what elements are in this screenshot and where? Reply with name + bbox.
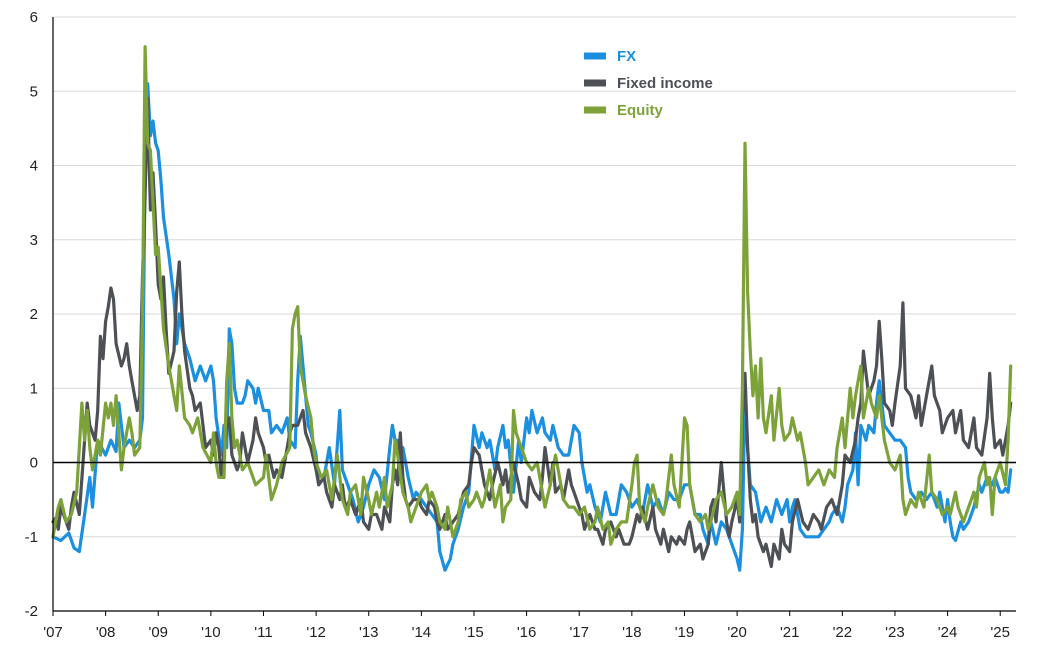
y-tick-label: 5 [30, 83, 38, 100]
x-tick-label: '07 [43, 624, 63, 641]
x-tick-label: '24 [938, 624, 958, 641]
y-tick-label: 4 [30, 158, 38, 175]
x-tick-label: '11 [254, 624, 272, 641]
y-tick-label: 6 [30, 9, 38, 26]
x-tick-label: '12 [306, 624, 326, 641]
x-tick-label: '20 [727, 624, 747, 641]
x-tick-label: '10 [201, 624, 221, 641]
y-tick-label: -1 [25, 529, 38, 546]
x-tick-label: '15 [464, 624, 484, 641]
series-lines [51, 45, 1013, 572]
y-tick-label: 0 [30, 455, 38, 472]
x-tick-label: '14 [412, 624, 432, 641]
x-tick-label: '19 [675, 624, 695, 641]
x-tick-label: '23 [885, 624, 905, 641]
y-tick-label: 2 [30, 306, 38, 323]
axes: -2 -1 0 1 2 3 4 5 6 '07 '08 '09 '10 '11 '12 '13 '14 '15 '1… [25, 9, 1016, 641]
series-line-fixed-income [51, 97, 1013, 569]
legend-label: Equity [617, 102, 663, 119]
x-tick-label: '21 [780, 624, 800, 641]
gridlines [53, 16, 1016, 612]
x-tick-label: '13 [359, 624, 379, 641]
x-tick-label: '08 [96, 624, 116, 641]
x-tick-label: '25 [990, 624, 1010, 641]
x-tick-label: '16 [517, 624, 537, 641]
y-tick-label: -2 [25, 603, 38, 620]
y-tick-label: 3 [30, 232, 38, 249]
y-tick-label: 1 [30, 380, 38, 397]
legend: FX Fixed income Equity [584, 48, 713, 119]
series-line-fx [51, 82, 1013, 572]
legend-label: FX [617, 48, 636, 65]
x-tick-label: '22 [833, 624, 853, 641]
x-tick-label: '18 [622, 624, 642, 641]
series-line-equity [51, 45, 1013, 546]
x-tick-label: '09 [148, 624, 168, 641]
x-tick-label: '17 [569, 624, 589, 641]
legend-label: Fixed income [617, 75, 713, 92]
